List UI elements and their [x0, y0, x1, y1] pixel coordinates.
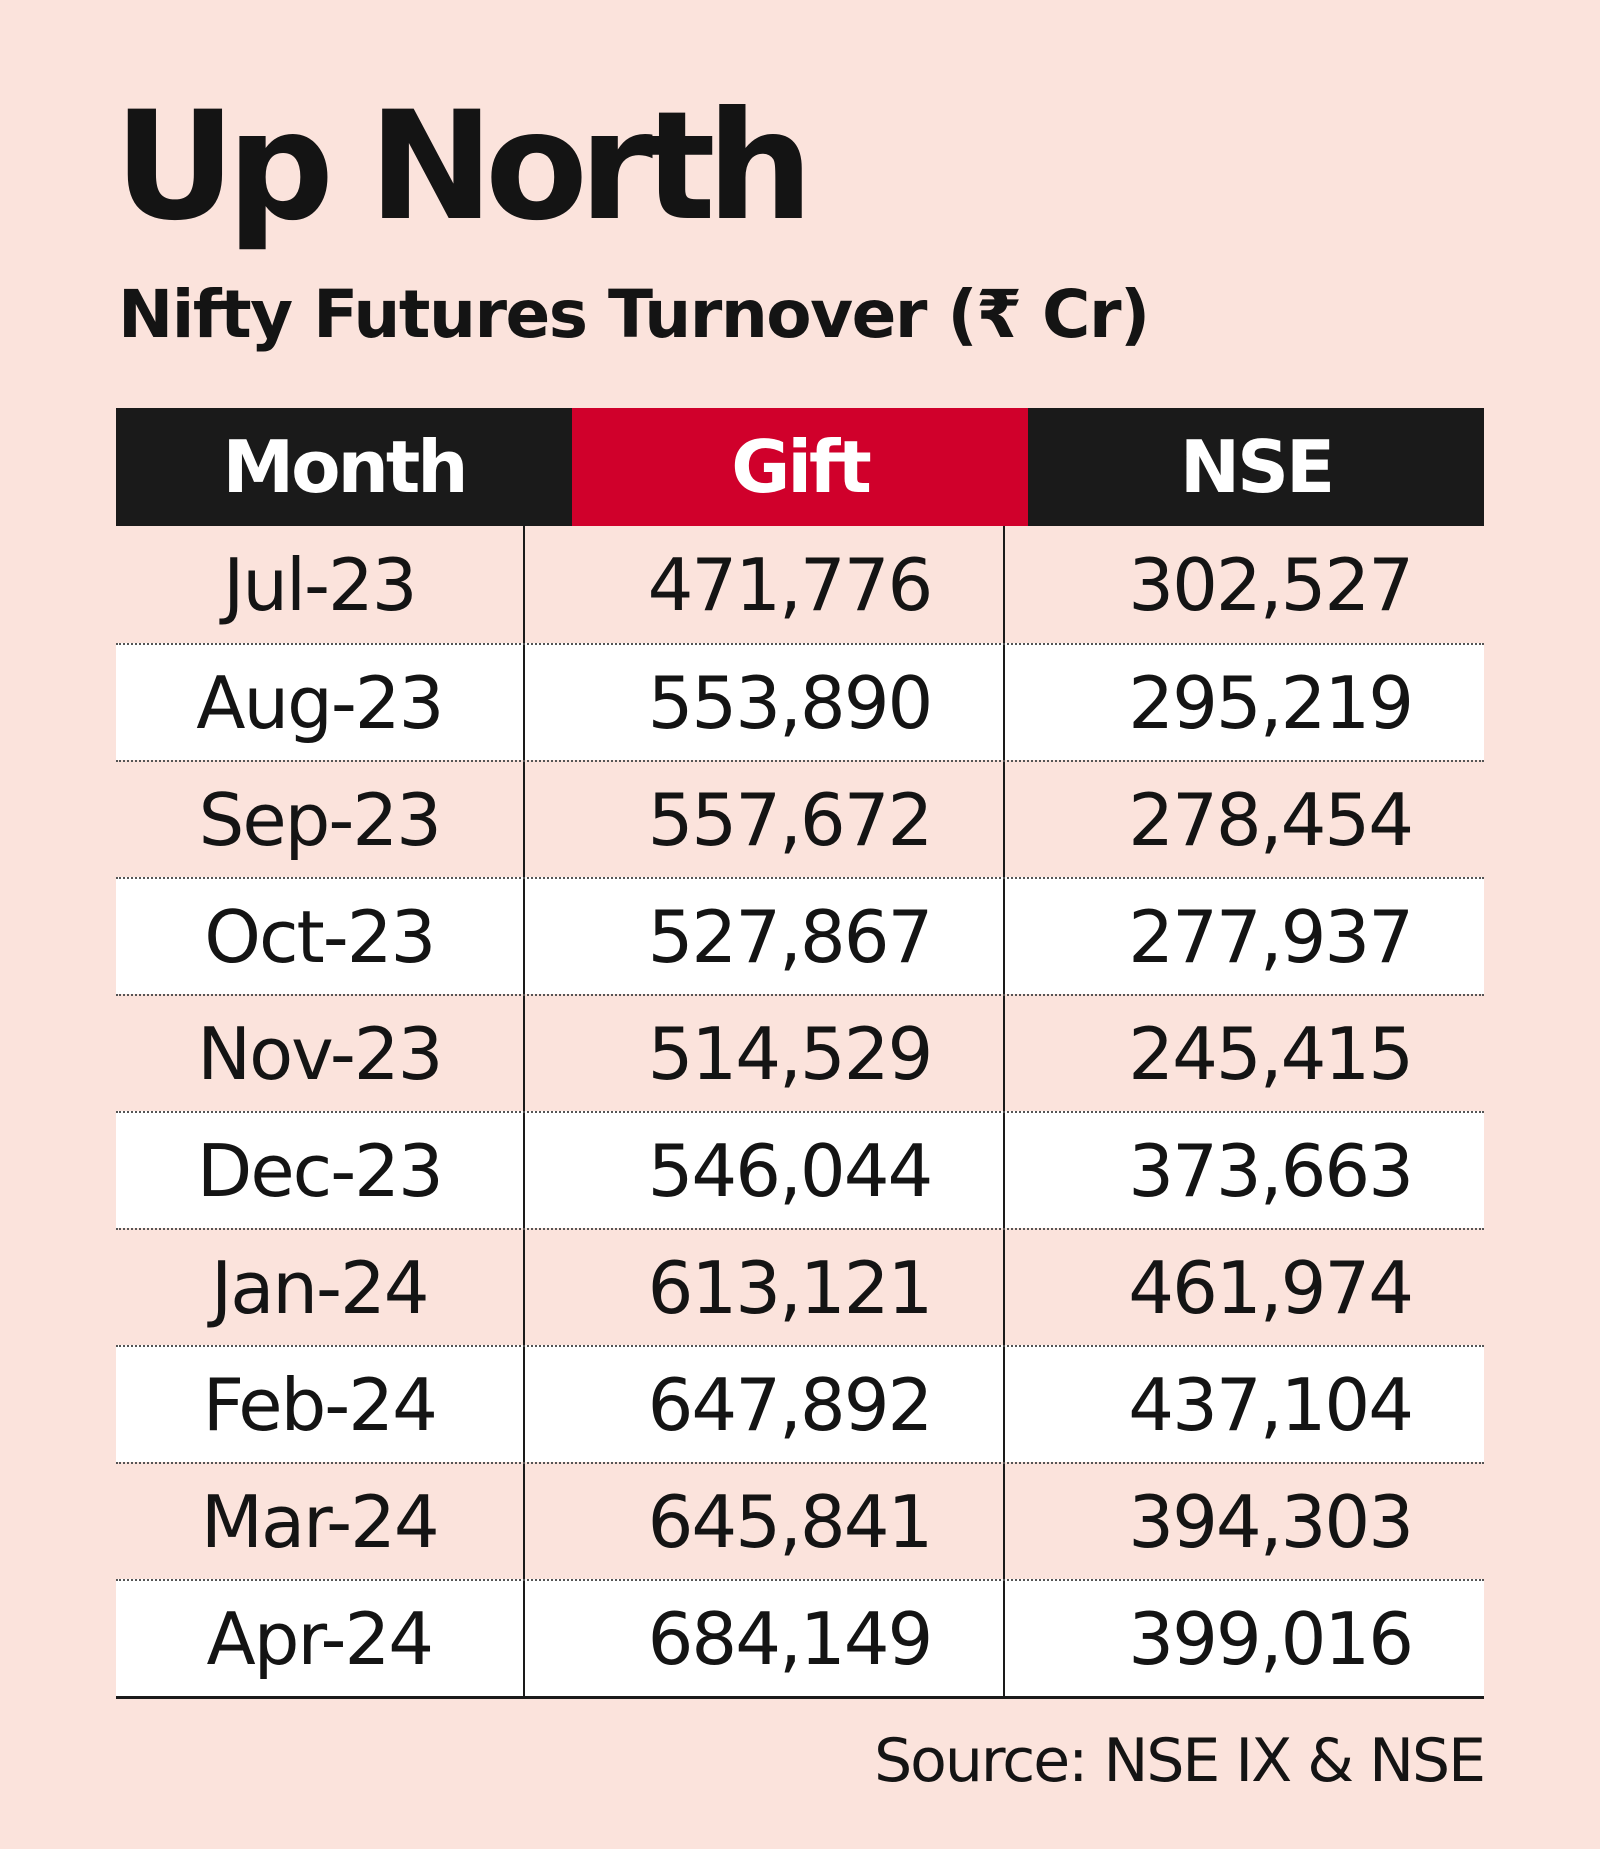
nse-value-cell: 245,415 [1128, 1011, 1414, 1096]
month-cell: Oct-23 [116, 879, 525, 994]
nse-value-cell: 302,527 [1128, 542, 1414, 627]
gift-value-cell: 645,841 [525, 1464, 1006, 1579]
chart-title: Up North [114, 80, 813, 254]
nse-value-cell: 394,303 [1128, 1479, 1414, 1564]
turnover-table: Month Gift NSE Jul-23 471,776 302,527 Au… [116, 408, 1484, 1699]
table-row: Mar-24 645,841 394,303 [116, 1462, 1484, 1579]
nse-value-cell: 295,219 [1128, 660, 1414, 745]
nse-value-cell: 278,454 [1128, 777, 1414, 862]
gift-value-cell: 514,529 [525, 996, 1006, 1111]
nse-value-cell: 277,937 [1128, 894, 1414, 979]
month-cell: Dec-23 [116, 1113, 525, 1228]
month-cell: Apr-24 [116, 1581, 525, 1696]
table-row: Oct-23 527,867 277,937 [116, 877, 1484, 994]
nse-value-cell: 399,016 [1128, 1596, 1414, 1681]
table-row: Aug-23 553,890 295,219 [116, 643, 1484, 760]
chart-subtitle: Nifty Futures Turnover (₹ Cr) [118, 276, 1150, 353]
gift-value-cell: 553,890 [525, 645, 1006, 760]
month-cell: Feb-24 [116, 1347, 525, 1462]
nse-value-cell: 461,974 [1128, 1245, 1414, 1330]
table-row: Apr-24 684,149 399,016 [116, 1579, 1484, 1696]
month-cell: Aug-23 [116, 645, 525, 760]
gift-value-cell: 647,892 [525, 1347, 1006, 1462]
gift-value-cell: 557,672 [525, 762, 1006, 877]
table-body: Jul-23 471,776 302,527 Aug-23 553,890 29… [116, 526, 1484, 1699]
gift-value-cell: 527,867 [525, 879, 1006, 994]
gift-value-cell: 613,121 [525, 1230, 1006, 1345]
table-row: Sep-23 557,672 278,454 [116, 760, 1484, 877]
table-row: Jul-23 471,776 302,527 [116, 526, 1484, 643]
header-nse: NSE [1028, 408, 1484, 526]
gift-value-cell: 471,776 [525, 526, 1006, 643]
gift-value-cell: 684,149 [525, 1581, 1006, 1696]
source-note: Source: NSE IX & NSE [874, 1726, 1486, 1796]
month-cell: Jul-23 [116, 526, 525, 643]
table-row: Feb-24 647,892 437,104 [116, 1345, 1484, 1462]
header-month: Month [116, 408, 572, 526]
table-header: Month Gift NSE [116, 408, 1484, 526]
month-cell: Sep-23 [116, 762, 525, 877]
header-gift: Gift [572, 408, 1028, 526]
month-cell: Jan-24 [116, 1230, 525, 1345]
gift-value-cell: 546,044 [525, 1113, 1006, 1228]
table-row: Dec-23 546,044 373,663 [116, 1111, 1484, 1228]
table-row: Jan-24 613,121 461,974 [116, 1228, 1484, 1345]
nse-value-cell: 437,104 [1128, 1362, 1414, 1447]
month-cell: Nov-23 [116, 996, 525, 1111]
nse-value-cell: 373,663 [1128, 1128, 1414, 1213]
month-cell: Mar-24 [116, 1464, 525, 1579]
table-row: Nov-23 514,529 245,415 [116, 994, 1484, 1111]
